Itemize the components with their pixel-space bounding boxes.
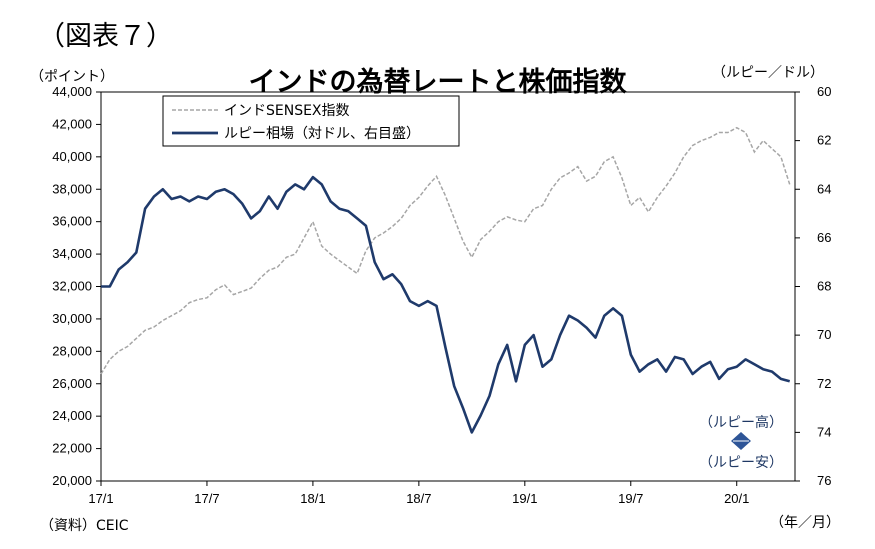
y-right-tick-label: 70 <box>817 327 831 342</box>
y-left-tick-label: 38,000 <box>52 181 92 196</box>
y-left-tick-label: 44,000 <box>52 84 92 99</box>
chart-title: インドの為替レートと株価指数 <box>248 67 627 98</box>
y-left-tick-label: 24,000 <box>52 408 92 423</box>
y-axis-left-label: （ポイント） <box>30 69 114 85</box>
x-tick-label: 18/1 <box>300 491 325 506</box>
y-left-tick-label: 22,000 <box>52 441 92 456</box>
y-left-tick-label: 34,000 <box>52 246 92 261</box>
x-tick-label: 19/1 <box>512 491 537 506</box>
annotation-rupee-up: （ルピー高） <box>699 414 783 431</box>
x-tick-label: 17/7 <box>194 491 219 506</box>
rupee-series-line <box>101 175 791 434</box>
y-right-tick-label: 72 <box>817 376 831 391</box>
plot-frame <box>100 91 796 482</box>
legend-box <box>162 95 460 147</box>
y-right-tick-label: 76 <box>817 473 831 488</box>
x-axis-unit-label: （年／月） <box>770 515 840 531</box>
sensex-series-line <box>100 126 791 375</box>
legend-label-sensex: インドSENSEX指数 <box>224 103 350 119</box>
y-right-tick-label: 62 <box>817 133 831 148</box>
y-right-tick-label: 64 <box>817 181 831 196</box>
y-axis-right-label: （ルピー／ドル） <box>712 65 824 81</box>
y-left-tick-label: 32,000 <box>52 279 92 294</box>
x-tick-label: 20/1 <box>724 491 749 506</box>
y-left-tick-label: 20,000 <box>52 473 92 488</box>
legend-label-rupee: ルピー相場（対ドル、右目盛） <box>224 126 420 142</box>
x-tick-label: 18/7 <box>406 491 431 506</box>
y-left-tick-label: 42,000 <box>52 116 92 131</box>
y-left-tick-label: 30,000 <box>52 311 92 326</box>
x-tick-label: 17/1 <box>88 491 113 506</box>
y-right-tick-label: 60 <box>817 84 831 99</box>
source-note: （資料）CEIC <box>40 518 129 534</box>
y-left-tick-label: 28,000 <box>52 343 92 358</box>
y-left-tick-label: 26,000 <box>52 376 92 391</box>
annotation-rupee-down: （ルピー安） <box>699 455 783 471</box>
y-right-tick-label: 66 <box>817 230 831 245</box>
figure-label: （図表７） <box>38 21 173 52</box>
y-left-tick-label: 36,000 <box>52 214 92 229</box>
y-right-tick-label: 74 <box>817 424 831 439</box>
x-tick-label: 19/7 <box>618 491 643 506</box>
y-left-tick-label: 40,000 <box>52 149 92 164</box>
y-right-tick-label: 68 <box>817 279 831 294</box>
